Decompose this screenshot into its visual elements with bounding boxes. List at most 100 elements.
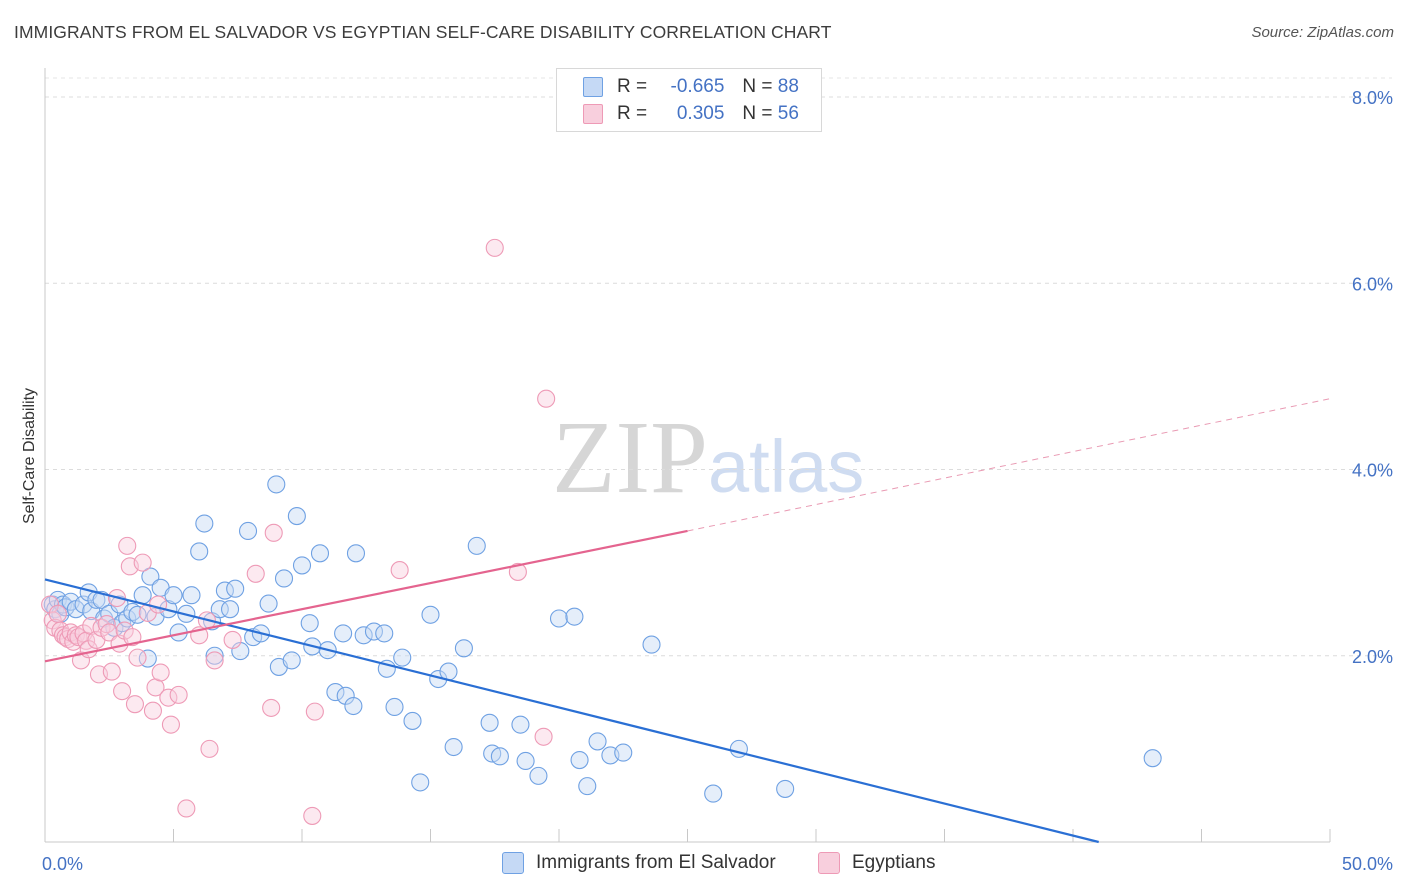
legend-swatch-egyptians [818, 852, 840, 874]
el-salvador-point [480, 713, 499, 732]
el-salvador-point [578, 777, 597, 796]
y-tick-label: 6.0% [1352, 274, 1393, 294]
el-salvador-point [259, 594, 278, 613]
el-salvador-point [226, 579, 245, 598]
el-salvador-point [336, 686, 355, 705]
el-salvador-point [1143, 749, 1162, 768]
egyptians-point [151, 663, 170, 682]
egyptians-point [102, 662, 121, 681]
el-salvador-point [570, 750, 589, 770]
source-label: Source: ZipAtlas.com [1251, 24, 1394, 41]
el-salvador-point [454, 639, 473, 658]
axes [44, 68, 1331, 843]
el-salvador-point [267, 475, 286, 494]
el-salvador-point [238, 521, 258, 541]
el-salvador-point [344, 696, 363, 716]
y-tick-label: 4.0% [1352, 461, 1393, 481]
n-label: N = [742, 103, 773, 124]
egyptians-trend-extension [687, 398, 1331, 532]
legend-swatch-el-salvador [502, 852, 524, 874]
el-salvador-point [205, 646, 224, 665]
egyptians-point [118, 536, 137, 555]
egyptians-point [169, 685, 188, 704]
el-salvador-point [274, 569, 294, 588]
data-points [41, 238, 1162, 825]
el-salvador-point [549, 609, 569, 628]
stats-row-el-salvador: R = -0.665 N = 88 [583, 76, 799, 98]
egyptians-point [205, 651, 224, 670]
el-salvador-point [516, 751, 535, 771]
el-salvador-point [287, 507, 306, 526]
egyptians-point [115, 621, 134, 640]
el-salvador-point [490, 747, 509, 766]
el-salvador-point [164, 586, 183, 605]
y-tick-label: 8.0% [1352, 88, 1393, 108]
egyptians-point [246, 564, 265, 583]
egyptians-trend-line [44, 529, 688, 663]
el-salvador-swatch [583, 77, 603, 97]
stats-row-egyptians: R = 0.305 N = 56 [583, 103, 799, 125]
el-salvador-point [100, 604, 119, 623]
el-salvador-point [614, 743, 633, 762]
el-salvador-point [326, 683, 345, 702]
egyptians-point [159, 688, 178, 707]
n-value: 56 [777, 103, 799, 124]
el-salvador-point [138, 649, 157, 668]
el-salvador-point [282, 651, 301, 670]
r-label: R = [617, 76, 648, 97]
grid-lines [45, 77, 1392, 657]
el-salvador-point [334, 624, 353, 643]
el-salvador-point [292, 556, 312, 575]
egyptians-point [223, 630, 242, 649]
el-salvador-point [300, 614, 319, 633]
egyptians-point [262, 698, 281, 717]
egyptians-point [143, 701, 162, 720]
egyptians-point [390, 561, 409, 580]
egyptians-point [305, 702, 324, 721]
tick-labels: 2.0% 4.0% 6.0% 8.0% 0.0% 50.0% [42, 88, 1393, 874]
egyptians-point [200, 739, 219, 758]
egyptians-point [133, 553, 152, 572]
series-legend: Immigrants from El Salvador Egyptians [0, 852, 1406, 876]
el-salvador-point [375, 624, 394, 643]
egyptians-point [177, 799, 196, 818]
egyptians-point [100, 623, 119, 642]
el-salvador-point [529, 766, 548, 785]
el-salvador-point [642, 635, 661, 654]
chart-title: IMMIGRANTS FROM EL SALVADOR VS EGYPTIAN … [14, 22, 832, 42]
egyptians-point [48, 604, 67, 623]
watermark-zip: ZIP [552, 400, 708, 515]
egyptians-point [303, 806, 322, 825]
el-salvador-point [182, 586, 201, 605]
legend-item-el-salvador[interactable]: Immigrants from El Salvador [502, 852, 776, 874]
el-salvador-point [310, 544, 330, 563]
egyptians-point [534, 727, 553, 746]
egyptians-point [149, 595, 168, 614]
n-label: N = [742, 76, 773, 97]
legend-item-egyptians[interactable]: Egyptians [818, 852, 935, 874]
el-salvador-point [588, 732, 607, 751]
egyptians-point [41, 595, 60, 614]
el-salvador-point [421, 605, 440, 624]
watermark-atlas: atlas [708, 425, 865, 508]
x-tick-label-max: 50.0% [1342, 854, 1393, 874]
y-tick-label: 2.0% [1352, 647, 1393, 667]
el-salvador-point [444, 737, 463, 757]
egyptians-swatch [583, 104, 603, 124]
r-value: 0.305 [676, 103, 725, 124]
el-salvador-point [467, 536, 486, 555]
x-tick-label-min: 0.0% [42, 854, 83, 874]
el-salvador-point [565, 607, 584, 626]
watermark: ZIPatlas [552, 398, 864, 517]
egyptians-point [113, 682, 132, 701]
el-salvador-point [346, 544, 366, 563]
legend-label-egyptians: Egyptians [852, 852, 936, 873]
egyptians-point [125, 695, 144, 714]
egyptians-point [66, 626, 85, 645]
el-salvador-point [190, 542, 209, 561]
stats-legend: R = -0.665 N = 88 R = 0.305 N = 56 [556, 68, 822, 132]
egyptians-point [128, 648, 147, 667]
el-salvador-point [220, 600, 240, 619]
r-value: -0.665 [670, 76, 725, 97]
